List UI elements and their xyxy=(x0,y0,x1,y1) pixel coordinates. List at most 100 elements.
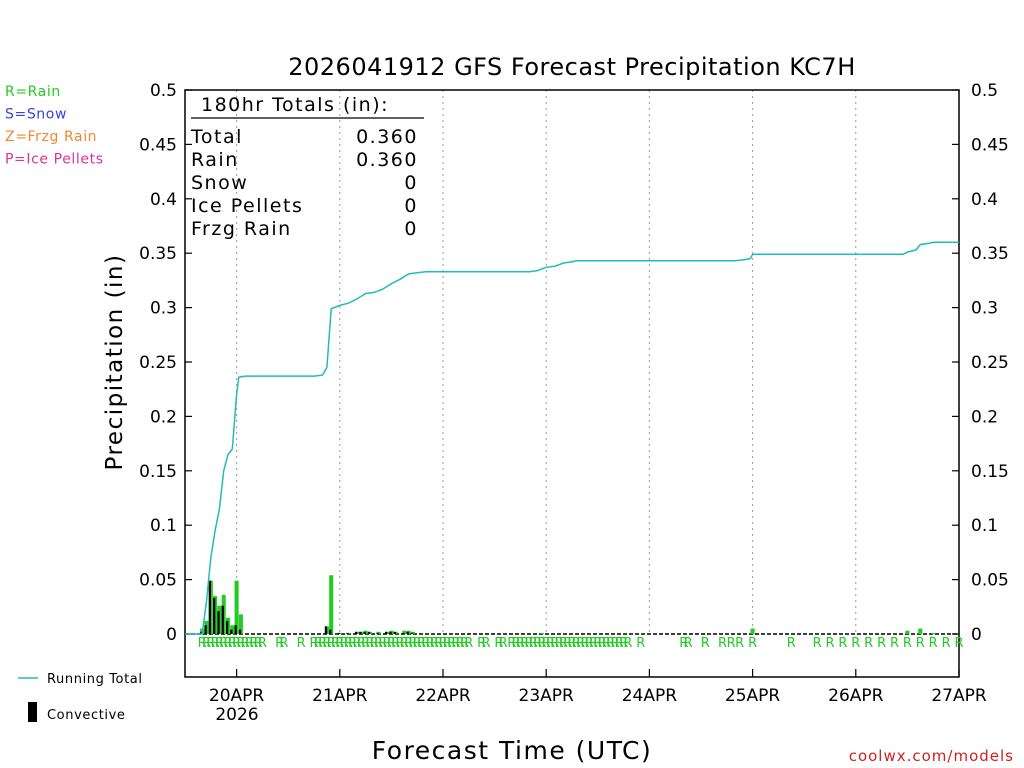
rain-marker: R xyxy=(297,636,306,651)
totals-value-snow: 0 xyxy=(404,172,418,194)
rain-marker: R xyxy=(903,636,912,651)
rain-marker: R xyxy=(615,636,624,651)
rain-marker: R xyxy=(542,636,551,651)
convective-bar xyxy=(359,631,362,634)
rain-marker: R xyxy=(851,636,860,651)
rain-marker: R xyxy=(916,636,925,651)
rain-marker: R xyxy=(533,636,542,651)
rain-marker: R xyxy=(580,636,589,651)
rain-marker: R xyxy=(512,636,521,651)
rain-marker: R xyxy=(408,636,417,651)
y-tick-label-left: 0.1 xyxy=(150,516,177,536)
rain-marker: R xyxy=(374,636,383,651)
rain-marker: R xyxy=(718,636,727,651)
rain-marker: R xyxy=(563,636,572,651)
series-legend: Running Total Convective xyxy=(18,672,142,723)
y-axis-label: Precipitation (in) xyxy=(102,254,128,471)
rain-marker: R xyxy=(684,636,693,651)
rain-marker: R xyxy=(524,636,533,651)
year-label: 2026 xyxy=(215,705,258,725)
precip-bars xyxy=(200,575,936,634)
chart-title: 2026041912 GFS Forecast Precipitation KC… xyxy=(288,53,856,81)
rain-marker: R xyxy=(352,636,361,651)
x-tick-label-23apr: 23APR xyxy=(519,686,575,706)
legend-frzg-rain: Z=Frzg Rain xyxy=(5,129,97,145)
rain-marker: R xyxy=(426,636,435,651)
y-tick-label-left: 0.5 xyxy=(150,81,177,101)
convective-bar xyxy=(393,631,396,634)
y-tick-label-left: 0.25 xyxy=(139,353,177,373)
precip-bar xyxy=(238,614,243,634)
legend-snow: S=Snow xyxy=(5,107,67,123)
rain-marker: R xyxy=(322,636,331,651)
totals-value-ice-pellets: 0 xyxy=(404,195,418,217)
rain-marker: R xyxy=(331,636,340,651)
rain-marker: R xyxy=(236,636,245,651)
convective-bar xyxy=(238,629,242,634)
y-axis-left: 0 0.05 0.1 0.15 0.2 0.25 0.3 0.35 0.4 0.45 0.5 xyxy=(139,81,192,645)
y-tick-label-right: 0.25 xyxy=(971,353,1009,373)
rain-marker: R xyxy=(228,636,237,651)
convective-bar xyxy=(204,625,207,634)
y-tick-label-right: 0.2 xyxy=(971,407,998,427)
convective-bar xyxy=(354,631,358,634)
rain-marker: R xyxy=(610,636,619,651)
rain-marker: R xyxy=(451,636,460,651)
convective-bar xyxy=(367,631,371,634)
convective-bar xyxy=(389,631,392,634)
rain-marker: R xyxy=(421,636,430,651)
rain-marker: R xyxy=(529,636,538,651)
precip-bar xyxy=(234,580,239,634)
rain-marker: R xyxy=(864,636,873,651)
rain-marker: R xyxy=(361,636,370,651)
convective-bar xyxy=(406,631,409,634)
y-tick-label-right: 0 xyxy=(971,625,982,645)
x-axis-label: Forecast Time (UTC) xyxy=(372,736,652,765)
y-tick-label-left: 0.3 xyxy=(150,299,177,319)
rain-marker: R xyxy=(215,636,224,651)
y-tick-label-right: 0.15 xyxy=(971,462,1009,482)
convective-legend-swatch xyxy=(28,702,37,722)
rain-marker: R xyxy=(357,636,366,651)
rain-marker: R xyxy=(838,636,847,651)
rain-marker: R xyxy=(477,636,486,651)
y-tick-label-left: 0.05 xyxy=(139,571,177,591)
rain-marker: R xyxy=(598,636,607,651)
rain-marker: R xyxy=(219,636,228,651)
x-tick-label-20apr: 20APR xyxy=(209,686,265,706)
rain-marker: R xyxy=(370,636,379,651)
rain-marker: R xyxy=(636,636,645,651)
y-tick-label-right: 0.45 xyxy=(971,135,1009,155)
convective-bar xyxy=(402,632,405,634)
vertical-gridlines xyxy=(236,90,857,634)
rain-marker: R xyxy=(567,636,576,651)
rain-marker: R xyxy=(365,636,374,651)
x-tick-label-25apr: 25APR xyxy=(725,686,781,706)
rain-marker: R xyxy=(447,636,456,651)
rain-marker: R xyxy=(314,636,323,651)
rain-marker: R xyxy=(223,636,232,651)
convective-legend-label: Convective xyxy=(47,708,126,723)
rain-marker: R xyxy=(559,636,568,651)
x-tick-label-22apr: 22APR xyxy=(415,686,471,706)
precip-bar xyxy=(931,632,936,634)
convective-bar xyxy=(208,580,212,634)
rain-marker: R xyxy=(327,636,336,651)
rain-marker: R xyxy=(546,636,555,651)
rain-marker: R xyxy=(520,636,529,651)
rain-marker: R xyxy=(929,636,938,651)
convective-bar xyxy=(324,626,328,634)
rain-marker: R xyxy=(241,636,250,651)
y-tick-label-right: 0.35 xyxy=(971,244,1009,264)
totals-label-total: Total xyxy=(190,126,243,148)
totals-value-total: 0.360 xyxy=(356,126,418,148)
y-axis-right: 0 0.05 0.1 0.15 0.2 0.25 0.3 0.35 0.4 0.45 0.5 xyxy=(952,81,1009,645)
convective-bar xyxy=(213,598,216,634)
rain-marker: R xyxy=(954,636,963,651)
credit-text: coolwx.com/models xyxy=(849,747,1014,765)
rain-marker: R xyxy=(438,636,447,651)
convective-bar xyxy=(217,611,220,634)
totals-label-rain: Rain xyxy=(191,149,239,171)
y-tick-label-left: 0.4 xyxy=(150,190,177,210)
